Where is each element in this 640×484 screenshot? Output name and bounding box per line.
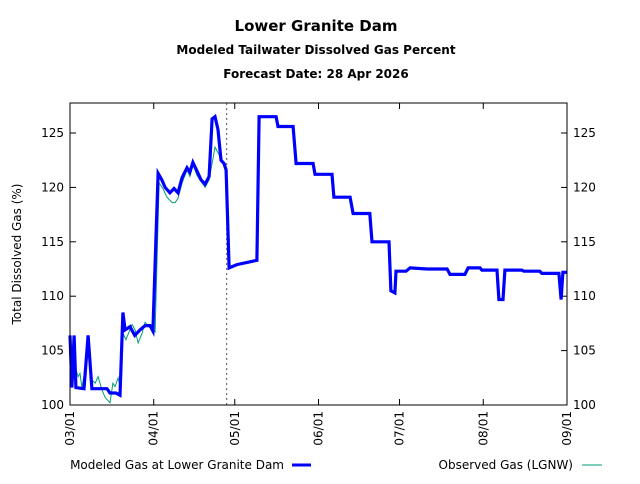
y-tick-label-left: 100 (41, 398, 64, 412)
y-tick-label-right: 120 (573, 180, 596, 194)
y-tick-label-left: 120 (41, 180, 64, 194)
observed-gas-line (69, 145, 228, 404)
x-tick-label: 09/01 (560, 411, 574, 446)
legend-label-modeled: Modeled Gas at Lower Granite Dam (70, 458, 284, 472)
x-tick-label: 04/01 (147, 411, 161, 446)
x-tick-label: 05/01 (228, 411, 242, 446)
y-tick-label-left: 125 (41, 126, 64, 140)
chart-subtitle: Modeled Tailwater Dissolved Gas Percent (176, 43, 455, 57)
chart-title: Lower Granite Dam (235, 17, 398, 35)
y-tick-label-left: 105 (41, 344, 64, 358)
y-tick-label-right: 110 (573, 289, 596, 303)
y-tick-label-right: 125 (573, 126, 596, 140)
forecast-date: Forecast Date: 28 Apr 2026 (223, 67, 408, 81)
x-tick-label: 06/01 (312, 411, 326, 446)
x-tick-label: 03/01 (63, 411, 77, 446)
y-tick-label-left: 115 (41, 235, 64, 249)
modeled-gas-line (68, 113, 567, 398)
y-tick-label-right: 115 (573, 235, 596, 249)
plot-frame (69, 102, 568, 406)
legend-label-observed: Observed Gas (LGNW) (439, 458, 573, 472)
x-tick-label: 08/01 (476, 411, 490, 446)
x-tick-label: 07/01 (393, 411, 407, 446)
y-tick-label-right: 105 (573, 344, 596, 358)
y-tick-label-right: 100 (573, 398, 596, 412)
y-axis-label: Total Dissolved Gas (%) (10, 184, 24, 326)
legend: Modeled Gas at Lower Granite Dam Observe… (70, 458, 602, 472)
y-tick-label-left: 110 (41, 289, 64, 303)
